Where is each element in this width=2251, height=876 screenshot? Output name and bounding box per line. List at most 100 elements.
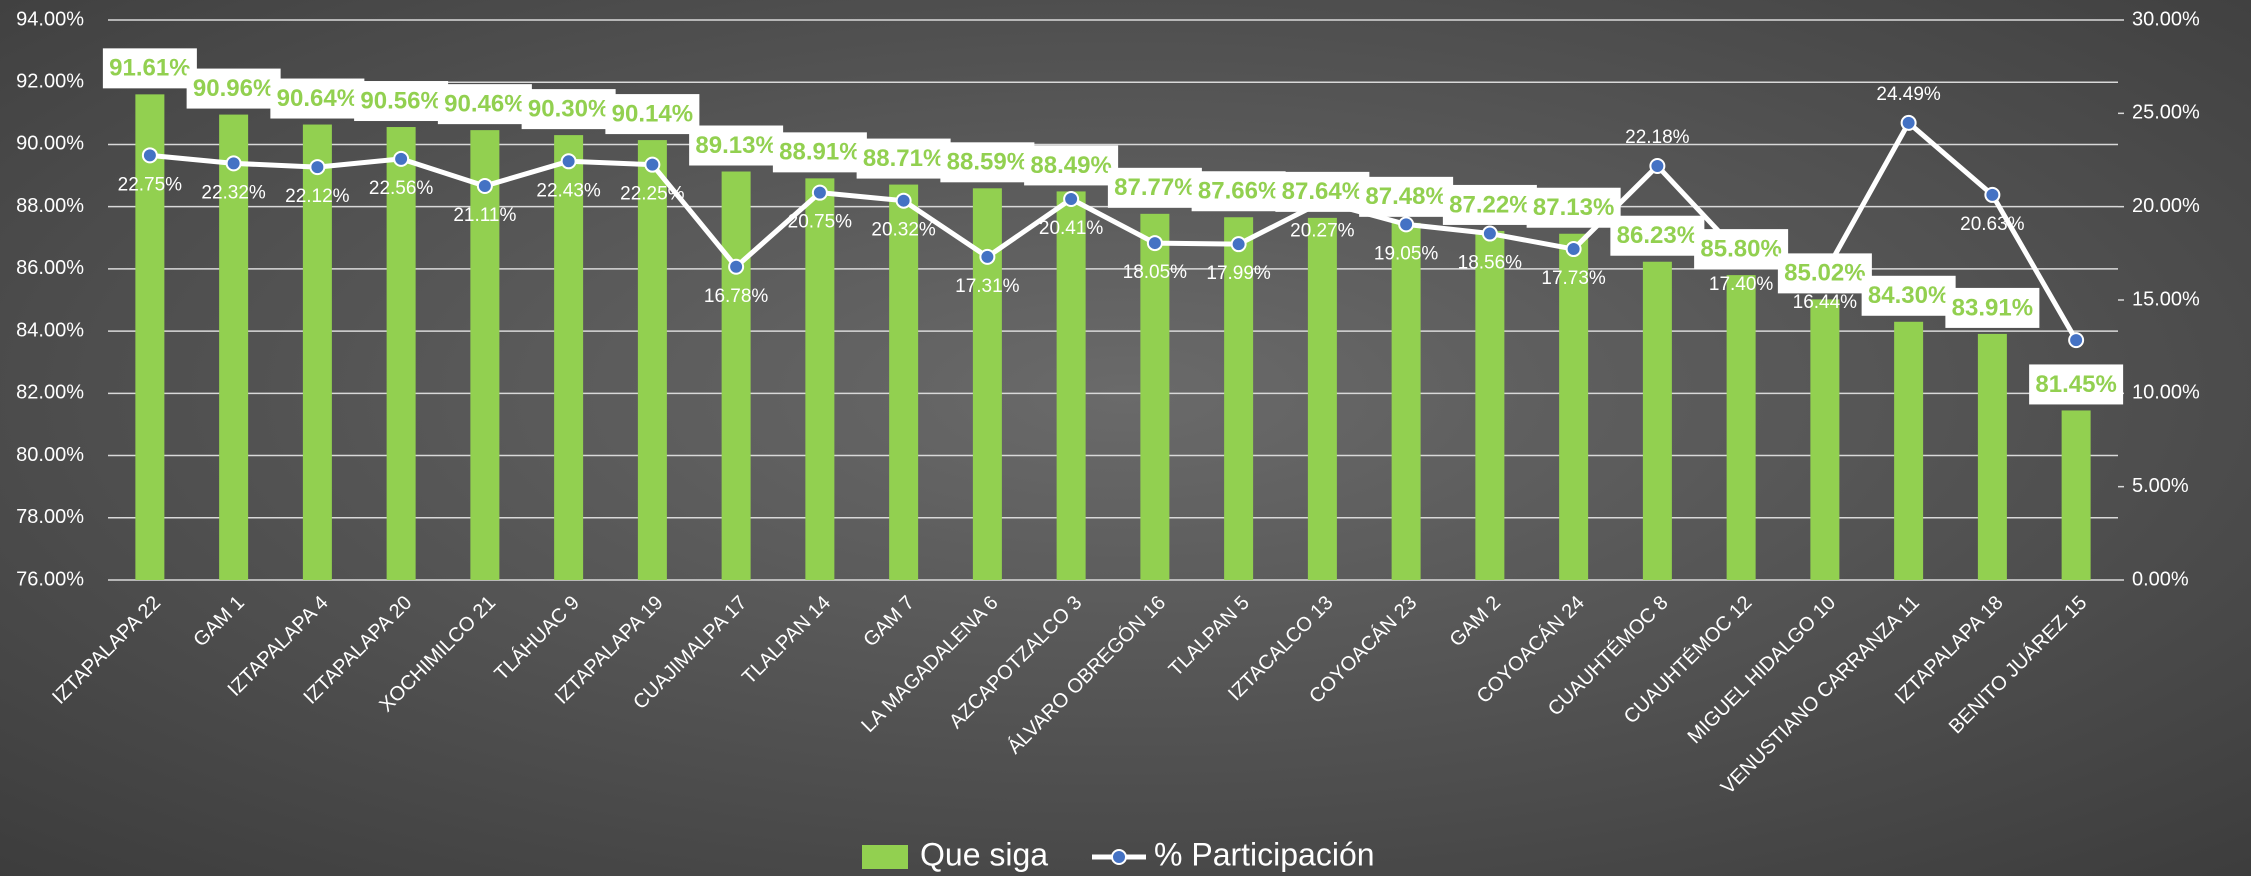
bar-value-label: 85.80% <box>1700 235 1781 262</box>
bar-label-group: 87.77% <box>1107 167 1202 208</box>
bar-label-group: 90.96% <box>186 68 281 109</box>
bar-label-box <box>1861 275 1956 316</box>
line-marker <box>895 192 912 209</box>
y2-tick-label: 0.00% <box>2132 568 2189 590</box>
bar <box>1475 230 1505 580</box>
y2-tick-label: 30.00% <box>2132 8 2200 30</box>
bar <box>637 140 667 581</box>
bar-label-box <box>1275 171 1370 212</box>
line-value-label: 18.56% <box>1458 253 1523 274</box>
y-tick-label: 94.00% <box>16 8 84 30</box>
bar <box>302 124 332 581</box>
bar-label-box <box>1945 287 2040 328</box>
line-marker <box>1481 225 1498 242</box>
line-value-label: 20.41% <box>1039 218 1104 239</box>
y2-tick-label: 20.00% <box>2132 195 2200 217</box>
bar-label-box <box>354 81 449 122</box>
bar-label-box <box>1694 229 1789 270</box>
line-marker <box>811 184 828 201</box>
line-value-label: 16.44% <box>1793 292 1858 313</box>
bar-label-box <box>2029 364 2124 405</box>
bar-label-box <box>1191 171 1286 212</box>
line-value-label: 16.78% <box>704 286 769 307</box>
line-value-label: 20.32% <box>871 220 936 241</box>
line-value-label: 20.27% <box>1290 221 1355 242</box>
bar-value-label: 90.96% <box>193 75 274 102</box>
legend-swatch <box>862 845 908 869</box>
bar <box>721 171 751 580</box>
bar-label-group: 87.13% <box>1526 187 1621 228</box>
bar-value-label: 89.13% <box>695 132 776 159</box>
bar <box>1642 261 1672 580</box>
line-marker <box>728 258 745 275</box>
bar-label-box <box>772 132 867 173</box>
bar-label-box <box>689 125 784 166</box>
line-value-label: 17.40% <box>1709 274 1774 295</box>
line-marker <box>476 177 493 194</box>
bar <box>1726 275 1756 580</box>
line-marker <box>2068 332 2085 349</box>
bar-label-box <box>1442 184 1537 225</box>
bar-label-group: 87.64% <box>1275 171 1370 212</box>
bar-value-label: 87.66% <box>1198 178 1279 205</box>
bar-value-label: 88.91% <box>779 139 860 166</box>
y-tick-label: 90.00% <box>16 133 84 155</box>
legend-label: Que siga <box>920 836 1048 872</box>
bar-label-box <box>1610 215 1705 256</box>
line-value-label: 20.75% <box>788 212 853 233</box>
bar <box>219 114 249 581</box>
line-value-label: 19.05% <box>1374 243 1439 264</box>
bar-label-box <box>437 84 532 125</box>
line-value-label: 18.05% <box>1123 262 1188 283</box>
bar-label-group: 90.30% <box>521 89 616 130</box>
bar-label-box <box>1359 176 1454 217</box>
y-tick-label: 82.00% <box>16 382 84 404</box>
bar-label-box <box>521 89 616 130</box>
bar-label-box <box>1107 167 1202 208</box>
y-tick-label: 76.00% <box>16 568 84 590</box>
line-value-label: 22.18% <box>1625 127 1690 148</box>
bar-label-group: 86.23% <box>1610 215 1705 256</box>
bar-value-label: 90.46% <box>444 90 525 117</box>
bar-value-label: 81.45% <box>2035 371 2116 398</box>
line-value-label: 17.99% <box>1206 263 1271 284</box>
line-value-label: 22.25% <box>620 184 685 205</box>
bar-label-box <box>940 142 1035 183</box>
line-value-label: 17.31% <box>955 276 1020 297</box>
line-value-label: 22.56% <box>369 178 434 199</box>
bar-value-label: 87.64% <box>1282 178 1363 205</box>
bar-value-label: 86.23% <box>1617 222 1698 249</box>
bar-label-group: 90.14% <box>605 94 700 135</box>
line-marker <box>141 147 158 164</box>
bar <box>2061 410 2091 580</box>
bar-value-label: 90.64% <box>277 85 358 112</box>
bar-label-group: 87.22% <box>1442 184 1537 225</box>
line-value-label: 20.63% <box>1960 214 2025 235</box>
line-marker <box>393 150 410 167</box>
legend-label: % Participación <box>1154 836 1375 872</box>
bar <box>1140 213 1170 581</box>
line-marker <box>1649 157 1666 174</box>
bar-label-box <box>186 68 281 109</box>
line-marker <box>1900 114 1917 131</box>
bar <box>386 127 416 581</box>
bar-label-box <box>270 78 365 119</box>
bar-value-label: 88.49% <box>1030 152 1111 179</box>
legend-marker <box>1111 849 1127 865</box>
bar-label-box <box>1777 253 1872 294</box>
y2-tick-label: 25.00% <box>2132 102 2200 124</box>
bar-label-group: 90.46% <box>437 84 532 125</box>
line-marker <box>1565 241 1582 258</box>
bar-label-box <box>605 94 700 135</box>
line-marker <box>1230 236 1247 253</box>
y2-tick-label: 15.00% <box>2132 288 2200 310</box>
bar-value-label: 87.48% <box>1365 183 1446 210</box>
bar-label-group: 88.59% <box>940 142 1035 183</box>
line-marker <box>979 248 996 265</box>
bar <box>135 94 165 580</box>
bar <box>470 130 500 580</box>
bar <box>554 135 584 580</box>
bar-label-group: 84.30% <box>1861 275 1956 316</box>
y-tick-label: 80.00% <box>16 444 84 466</box>
bar-label-box <box>856 138 951 179</box>
